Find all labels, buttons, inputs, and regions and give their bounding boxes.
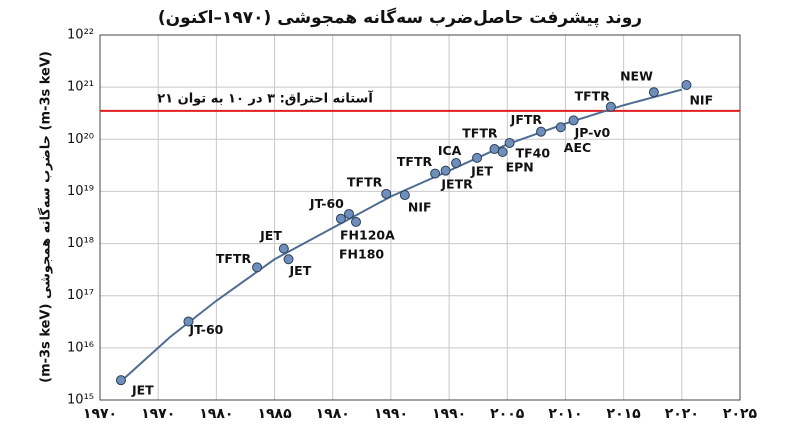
point-label: FH180: [339, 246, 384, 261]
data-point: [183, 316, 194, 327]
data-point: [381, 188, 392, 199]
plot-frame: [99, 34, 741, 401]
point-label: JET: [259, 228, 282, 243]
y-tick-label: 10¹⁵: [67, 393, 94, 408]
x-tick-label: ۱۹۷۰: [141, 406, 175, 422]
x-tick-label: ۲۰۰۵: [490, 406, 525, 422]
x-tick-label: ۱۹۹۰: [432, 406, 466, 422]
point-label: JT-60: [309, 196, 344, 211]
point-label: JET: [470, 163, 493, 178]
point-label: TFTR: [216, 251, 252, 266]
y-tick-label: 10¹⁸: [67, 236, 94, 251]
data-point: [344, 208, 355, 219]
data-point: [497, 147, 508, 158]
point-label: NIF: [689, 92, 713, 107]
point-label: JET: [131, 383, 154, 398]
data-point: [504, 137, 515, 148]
point-label: ICA: [438, 143, 462, 158]
point-label: JFTR: [510, 112, 543, 127]
data-point: [648, 87, 659, 98]
x-tick-label: ۲۰۲۰: [665, 406, 699, 422]
x-tick-label: ۱۹۸۰: [316, 406, 350, 422]
x-tick-label: ۲۰۱۵: [607, 406, 642, 422]
data-point: [115, 375, 126, 386]
y-tick-label: 10¹⁷: [67, 288, 94, 303]
data-point: [605, 101, 616, 112]
point-label: JET: [289, 263, 312, 278]
data-point: [278, 243, 289, 254]
threshold-label: آستانه احتراق: ۳ در ۱۰ به توان ۲۱: [157, 89, 373, 106]
data-point: [681, 79, 692, 90]
point-label: NIF: [408, 200, 432, 215]
point-label: EPN: [506, 160, 534, 175]
point-label: TFTR: [462, 126, 498, 141]
y-axis-label: (m-3s keV) حاضرب سه‌گانه همجوشی (m-3s ke…: [38, 51, 54, 383]
x-tick-label: ۱۹۸۰: [199, 406, 233, 422]
data-point: [568, 115, 579, 126]
point-label: TF40: [516, 145, 551, 160]
x-tick-label: ۱۹۸۵: [257, 406, 292, 422]
point-label: TFTR: [397, 154, 433, 169]
trend-line: [122, 88, 683, 380]
data-point: [430, 168, 441, 179]
data-point: [399, 190, 410, 201]
point-label: NEW: [620, 69, 653, 84]
point-label: TFTR: [575, 88, 611, 103]
x-tick-label: ۲۰۱۰: [548, 406, 582, 422]
y-tick-label: 10²²: [67, 28, 94, 43]
data-point: [440, 165, 451, 176]
data-point: [536, 126, 547, 137]
x-tick-label: ۱۹۹۰: [374, 406, 408, 422]
y-tick-label: 10¹⁶: [67, 340, 94, 355]
point-label: FH120A: [340, 227, 395, 242]
data-point: [283, 254, 294, 265]
point-label: JETR: [440, 177, 473, 192]
point-label: AEC: [564, 140, 591, 155]
data-point: [335, 213, 346, 224]
data-point: [555, 122, 566, 133]
y-tick-label: 10¹⁹: [67, 184, 94, 199]
point-label: JP-v0: [574, 125, 611, 140]
point-label: JT-60: [188, 322, 223, 337]
chart-title: روند پیشرفت حاصل‌ضرب سه‌گانه همجوشی (۱۹۷…: [158, 7, 642, 28]
point-label: TFTR: [347, 174, 383, 189]
y-tick-label: 10²¹: [67, 80, 94, 95]
data-point: [472, 152, 483, 163]
y-tick-label: 10²⁰: [67, 132, 94, 147]
x-tick-label: ۲۰۲۵: [723, 406, 758, 422]
x-tick-label: ۱۹۷۰: [83, 406, 117, 422]
data-point: [252, 262, 263, 273]
data-point: [451, 158, 462, 169]
data-point: [351, 216, 361, 227]
